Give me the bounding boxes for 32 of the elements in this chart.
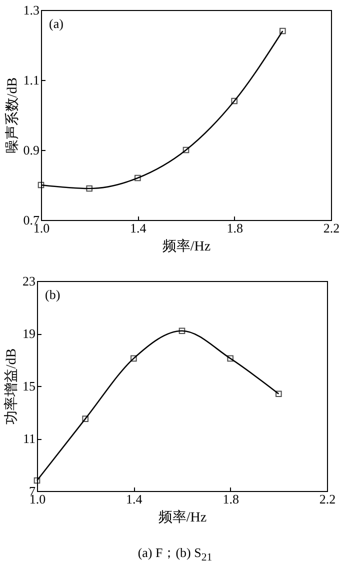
point <box>34 477 40 484</box>
y-tick-label: 23 <box>22 274 36 288</box>
point <box>276 390 282 398</box>
annotation: (b) <box>45 287 60 302</box>
x-tick-label: 1.8 <box>226 220 243 236</box>
point <box>130 355 137 362</box>
y-tick-label: 1.1 <box>23 72 40 88</box>
y-tick-label: 11 <box>22 431 36 446</box>
point <box>82 416 88 422</box>
point <box>178 328 186 334</box>
x-tick-label: 1.8 <box>222 492 239 506</box>
x-axis-title: 频率/Hz <box>162 238 211 254</box>
point <box>280 28 286 34</box>
x-tick-label: 2.2 <box>323 220 340 236</box>
point <box>86 185 92 192</box>
y-tick-label: 15 <box>22 378 36 394</box>
point <box>231 98 238 104</box>
x-tick-label: 1.4 <box>130 220 147 236</box>
x-tick-label: 1.4 <box>126 492 143 506</box>
x-axis-title: 频率/Hz <box>158 510 207 526</box>
y-axis-title: 噪声系数/dB <box>4 77 20 154</box>
y-tick-label: 1.3 <box>23 2 40 18</box>
y-axis-title: 功率增益/dB <box>4 348 20 425</box>
text: (a) F；(b) S$_{21}$ <box>136 544 214 564</box>
point <box>182 146 190 154</box>
point <box>227 355 234 362</box>
point <box>134 174 141 182</box>
y-tick-label: 0.9 <box>23 142 40 158</box>
x-tick-label: 2.2 <box>319 492 336 506</box>
annotation: (a) <box>49 16 64 31</box>
point <box>38 182 44 188</box>
y-tick-label: 19 <box>22 326 36 341</box>
